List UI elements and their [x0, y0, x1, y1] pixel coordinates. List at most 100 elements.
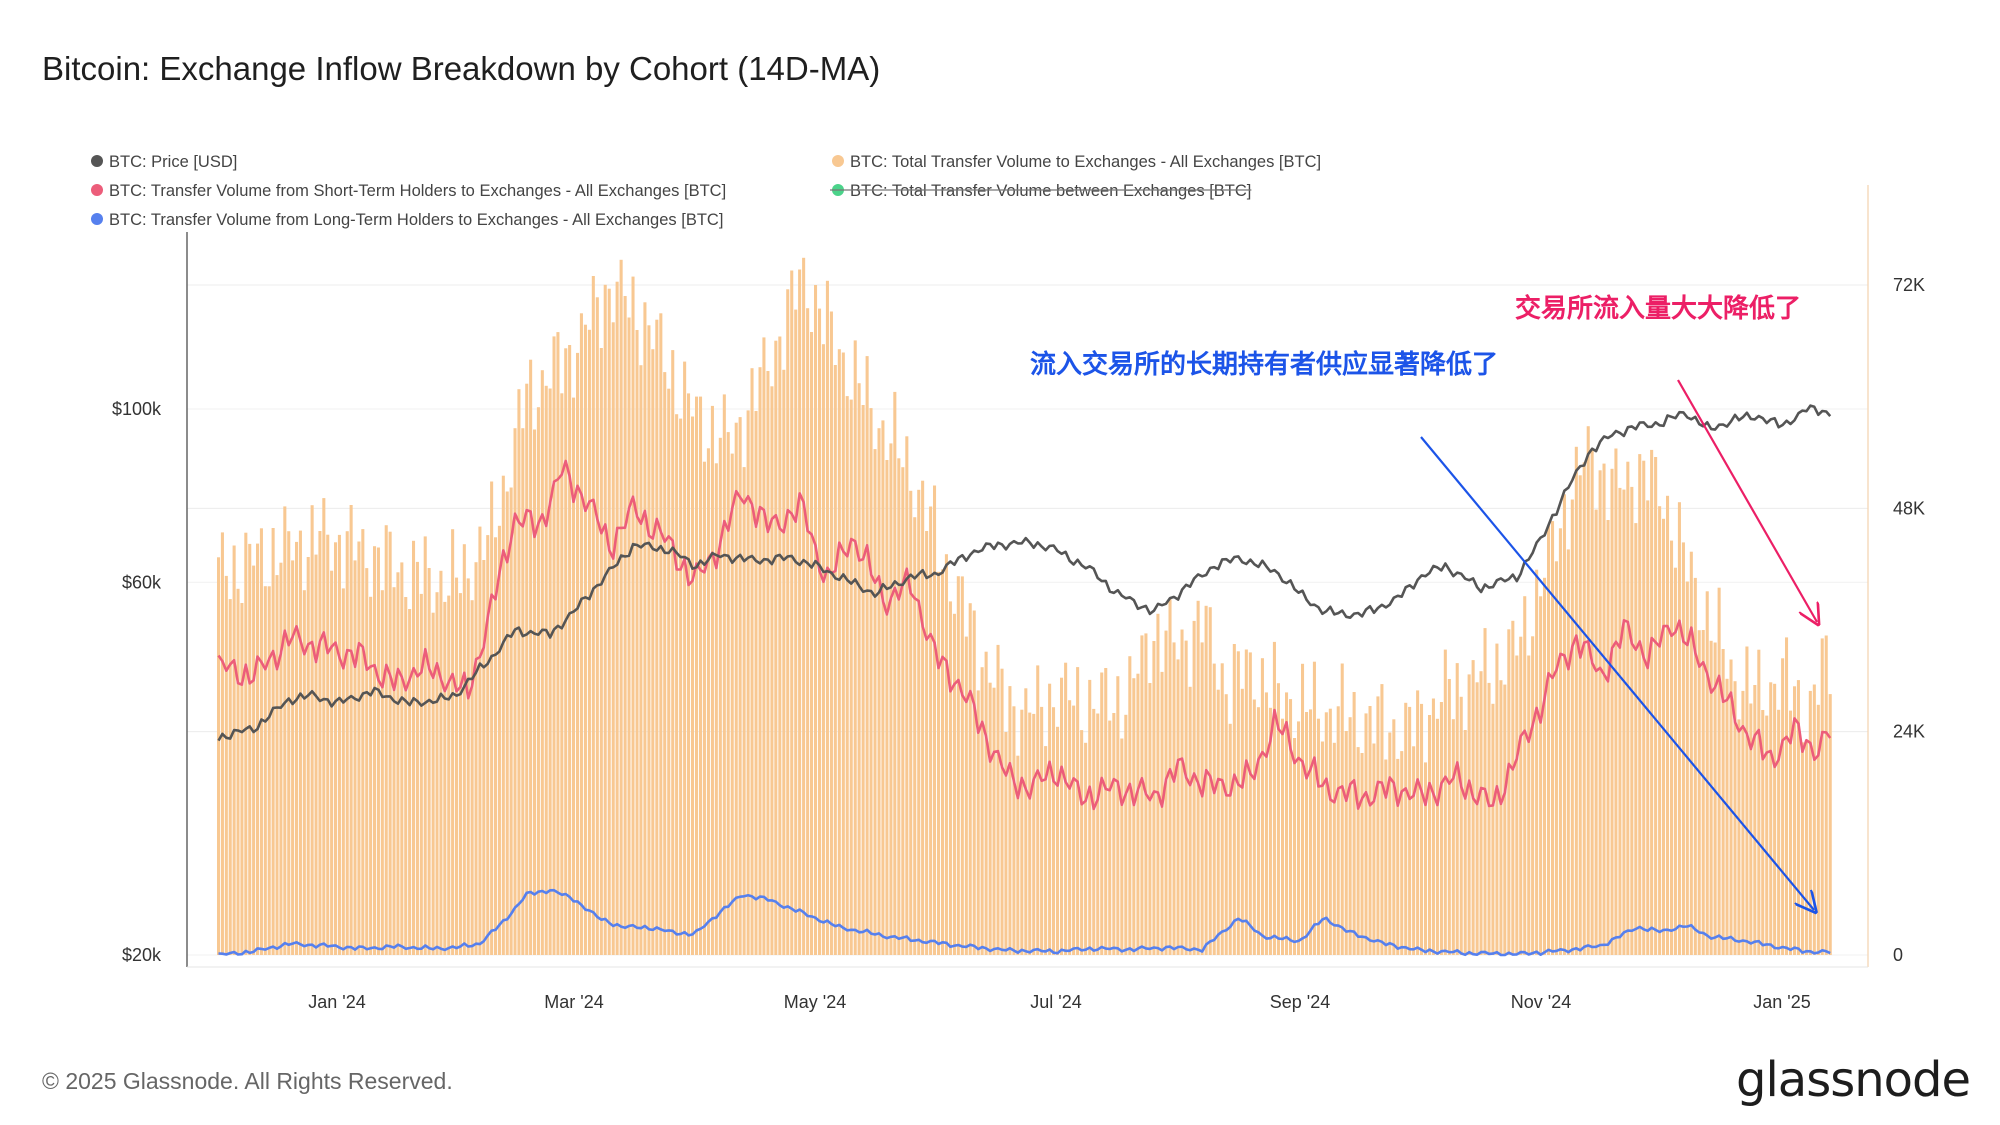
total-volume-bar — [619, 259, 623, 955]
total-volume-bar — [494, 537, 498, 955]
legend-label: BTC: Total Transfer Volume between Excha… — [850, 182, 1251, 200]
legend-item[interactable]: BTC: Total Transfer Volume between Excha… — [830, 182, 1252, 200]
total-volume-bar — [1128, 656, 1132, 955]
total-volume-bar — [1180, 629, 1184, 955]
total-volume-bar — [564, 348, 568, 955]
legend-swatch — [91, 184, 103, 196]
total-volume-bar — [651, 349, 655, 955]
total-volume-bar — [1408, 706, 1412, 955]
total-volume-bar — [1586, 426, 1590, 955]
total-volume-bar — [881, 420, 885, 955]
total-volume-bar — [505, 491, 509, 955]
total-volume-bar — [1737, 719, 1741, 955]
total-volume-bar — [770, 386, 774, 955]
total-volume-bar — [1281, 718, 1285, 955]
total-volume-bar — [334, 542, 338, 955]
total-volume-bar — [376, 547, 380, 955]
total-volume-bar — [1670, 540, 1674, 955]
total-volume-bar — [1673, 567, 1677, 955]
legend-item[interactable]: BTC: Transfer Volume from Long-Term Hold… — [91, 211, 723, 229]
total-volume-bar — [861, 405, 865, 955]
total-volume-bar — [1658, 506, 1662, 955]
total-volume-bar — [647, 325, 651, 955]
total-volume-bar — [734, 422, 738, 955]
total-volume-bar — [1032, 713, 1036, 955]
total-volume-bar — [1804, 740, 1808, 955]
total-volume-bar — [913, 517, 917, 955]
total-volume-bar — [679, 418, 683, 956]
total-volume-bar — [1606, 520, 1610, 955]
legend-item[interactable]: BTC: Total Transfer Volume to Exchanges … — [832, 153, 1321, 171]
total-volume-bar — [357, 541, 361, 955]
total-volume-bar — [1320, 741, 1324, 955]
total-volume-bar — [1566, 549, 1570, 955]
total-volume-bar — [1136, 673, 1140, 955]
annotation-red-arrow — [1677, 379, 1817, 622]
total-volume-bar — [1244, 649, 1248, 955]
total-volume-bar — [821, 344, 825, 955]
total-volume-bar — [252, 565, 256, 955]
total-volume-bar — [635, 330, 639, 955]
total-volume-bar — [976, 690, 980, 955]
total-volume-bar — [778, 336, 782, 955]
total-volume-bar — [244, 532, 248, 955]
total-volume-bar — [1152, 641, 1156, 955]
legend-item[interactable]: BTC: Price [USD] — [91, 153, 237, 171]
total-volume-bar — [1416, 690, 1420, 955]
total-volume-bar — [782, 369, 786, 955]
total-volume-bar — [1340, 663, 1344, 955]
total-volume-bar — [1574, 446, 1578, 955]
total-volume-bar — [1428, 715, 1432, 955]
total-volume-bar — [1503, 684, 1507, 955]
total-volume-bar — [431, 612, 435, 955]
legend-item[interactable]: BTC: Transfer Volume from Short-Term Hol… — [91, 182, 726, 200]
total-volume-bar — [548, 388, 552, 955]
total-volume-bar — [790, 270, 794, 955]
total-volume-bar — [671, 350, 675, 956]
total-volume-bar — [766, 371, 770, 955]
total-volume-bar — [663, 372, 667, 956]
total-volume-bar — [1685, 581, 1689, 955]
total-volume-bar — [1080, 730, 1084, 955]
total-volume-bar — [509, 487, 513, 955]
total-volume-bar — [996, 644, 1000, 955]
total-volume-bar — [470, 600, 474, 955]
total-volume-bar — [525, 383, 529, 955]
total-volume-bar — [540, 370, 544, 955]
total-volume-bar — [901, 467, 905, 955]
total-volume-bar — [849, 399, 853, 956]
total-volume-bar — [1196, 600, 1200, 955]
total-volume-bar — [232, 545, 236, 955]
total-volume-bar — [1654, 457, 1658, 955]
total-volume-bar — [948, 601, 952, 955]
total-volume-bar — [474, 562, 478, 955]
glassnode-logo: glassnode — [1735, 1052, 1971, 1108]
total-volume-bar — [345, 531, 349, 955]
total-volume-bar — [921, 480, 925, 955]
total-volume-bar — [1527, 655, 1531, 955]
total-volume-bar — [1491, 703, 1495, 955]
price-line — [217, 404, 1832, 742]
total-volume-bar — [1495, 643, 1499, 955]
total-volume-bar — [1451, 719, 1455, 955]
total-volume-bar — [1777, 709, 1781, 955]
total-volume-bar — [591, 276, 595, 955]
total-volume-bar — [1360, 753, 1364, 955]
total-volume-bar — [754, 411, 758, 955]
total-volume-bar — [482, 560, 486, 955]
total-volume-bar — [1808, 690, 1812, 955]
total-volume-bar — [451, 529, 455, 955]
total-volume-bar — [952, 613, 956, 955]
total-volume-bar — [599, 348, 603, 955]
total-volume-bar — [1028, 712, 1032, 955]
total-volume-bar — [587, 329, 591, 955]
total-volume-bar — [718, 437, 722, 955]
total-volume-bar — [1256, 707, 1260, 955]
total-volume-bar — [1471, 660, 1475, 955]
total-volume-bar — [291, 560, 295, 955]
total-volume-bar — [1096, 713, 1100, 955]
total-volume-bar — [1076, 667, 1080, 955]
total-volume-bar — [529, 359, 533, 955]
total-volume-bar — [1328, 708, 1332, 955]
total-volume-bar — [897, 458, 901, 955]
